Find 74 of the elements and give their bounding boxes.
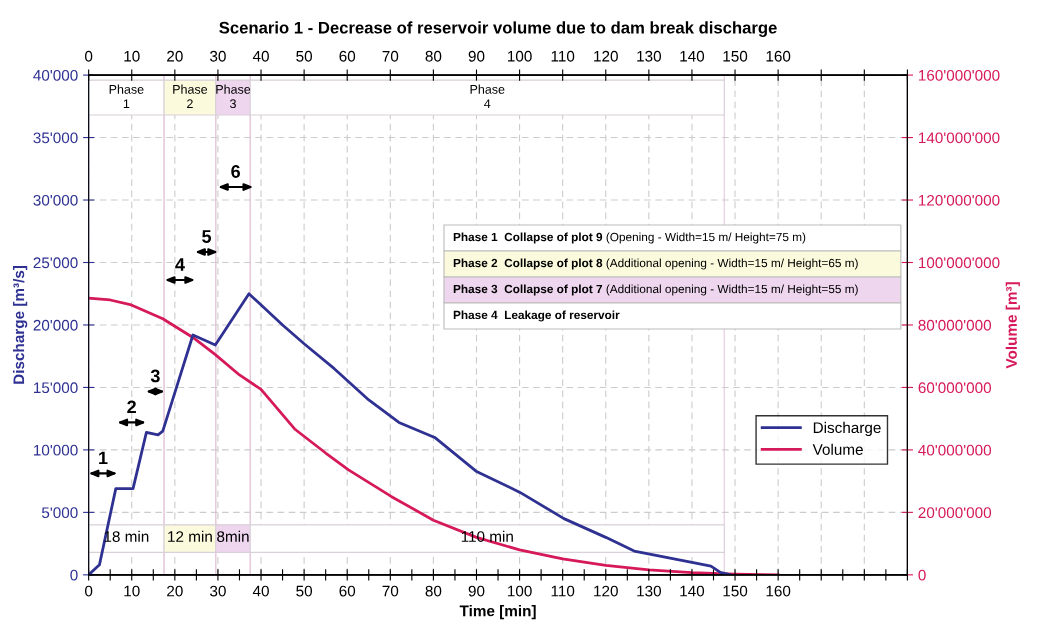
annotation: 8min [217,530,249,542]
annotation: Phase 2 Collapse of plot 8 (Additional opening - Width=15 m/ Height=65 m) [453,258,858,270]
y2-tick-label: 80'000'000 [918,319,992,331]
annotation: 12 min [168,530,212,542]
y-axis-title: Discharge [m³/s] [12,265,28,384]
y-tick-label: 15'000 [34,382,78,394]
y2-tick-label: 100'000'000 [918,257,1000,269]
y2-tick-label: 40'000'000 [918,444,992,456]
x2-tick-label: 10 [124,50,140,62]
x-tick-label: 50 [296,585,313,597]
band-label: Phase 4 [470,84,505,108]
y2-tick-label: 20'000'000 [918,507,992,519]
x2-tick-label: 120 [594,50,618,62]
x-tick-label: 110 [551,585,575,597]
legend-label: Discharge [813,421,881,437]
annotation: 5 [202,230,212,243]
y-tick-label: 40'000 [33,69,78,81]
x-tick-label: 100 [508,585,532,597]
x-tick-label: 150 [723,585,748,597]
annotation: Phase 4 Leakage of reservoir [453,310,620,322]
x-tick-label: 160 [766,585,791,597]
x-tick-label: 0 [85,585,93,597]
x2-tick-label: 160 [766,50,791,62]
y2-tick-label: 120'000'000 [918,194,1000,206]
x-axis-title: Time [min] [459,605,536,620]
x-tick-label: 20 [167,585,183,597]
y-tick-label: 25'000 [33,257,78,269]
band-label: Phase 1 [109,84,144,108]
band-label: Phase 3 [216,84,251,109]
x-tick-label: 140 [680,585,705,597]
x-tick-label: 90 [468,585,485,597]
legend-label: Volume [812,443,863,455]
y-tick-label: 30'000 [33,194,78,206]
x2-tick-label: 30 [210,50,226,62]
annotation: 3 [150,369,160,383]
x2-tick-label: 130 [637,50,661,62]
x2-tick-label: 140 [680,50,705,62]
x2-tick-label: 90 [468,50,485,62]
x-tick-label: 80 [425,585,442,597]
chart-title: Scenario 1 - Decrease of reservoir volume due to dam break discharge [219,21,777,37]
y2-tick-label: 0 [918,569,926,581]
annotation: 1 [99,451,108,465]
x-tick-label: 70 [382,585,399,597]
y-tick-label: 5'000 [41,507,78,519]
y2-axis-title: Volume [m³] [1005,282,1020,369]
x-tick-label: 120 [594,585,618,597]
y-tick-label: 20'000 [33,319,78,331]
y-tick-label: 0 [70,569,78,581]
x-tick-label: 130 [637,585,661,597]
annotation: Phase 1 Collapse of plot 9 (Opening - Width=15 m/ Height=75 m) [453,232,806,244]
y-tick-label: 10'000 [34,444,78,456]
y2-tick-label: 140'000'000 [918,132,1000,144]
x2-tick-label: 0 [85,50,93,62]
y-tick-label: 35'000 [33,132,78,144]
annotation: 6 [231,165,240,178]
x-tick-label: 60 [339,585,356,597]
x2-tick-label: 150 [723,50,748,62]
x2-tick-label: 80 [425,50,442,62]
x2-tick-label: 60 [339,50,356,62]
band-label: Phase 2 [173,84,208,108]
x2-tick-label: 100 [508,50,532,62]
x2-tick-label: 50 [296,50,313,62]
x2-tick-label: 20 [167,50,183,62]
annotation: Phase 3 Collapse of plot 7 (Additional opening - Width=15 m/ Height=55 m) [453,284,858,296]
x-tick-label: 30 [210,585,226,597]
x2-tick-label: 70 [382,50,399,62]
y2-tick-label: 160'000'000 [918,69,1000,81]
annotation: 4 [175,258,185,271]
y2-tick-label: 60'000'000 [918,382,992,394]
annotation: 2 [127,400,136,414]
x2-tick-label: 110 [551,50,575,62]
x2-tick-label: 40 [252,50,269,62]
x-tick-label: 40 [252,585,269,597]
x-tick-label: 10 [124,585,140,597]
